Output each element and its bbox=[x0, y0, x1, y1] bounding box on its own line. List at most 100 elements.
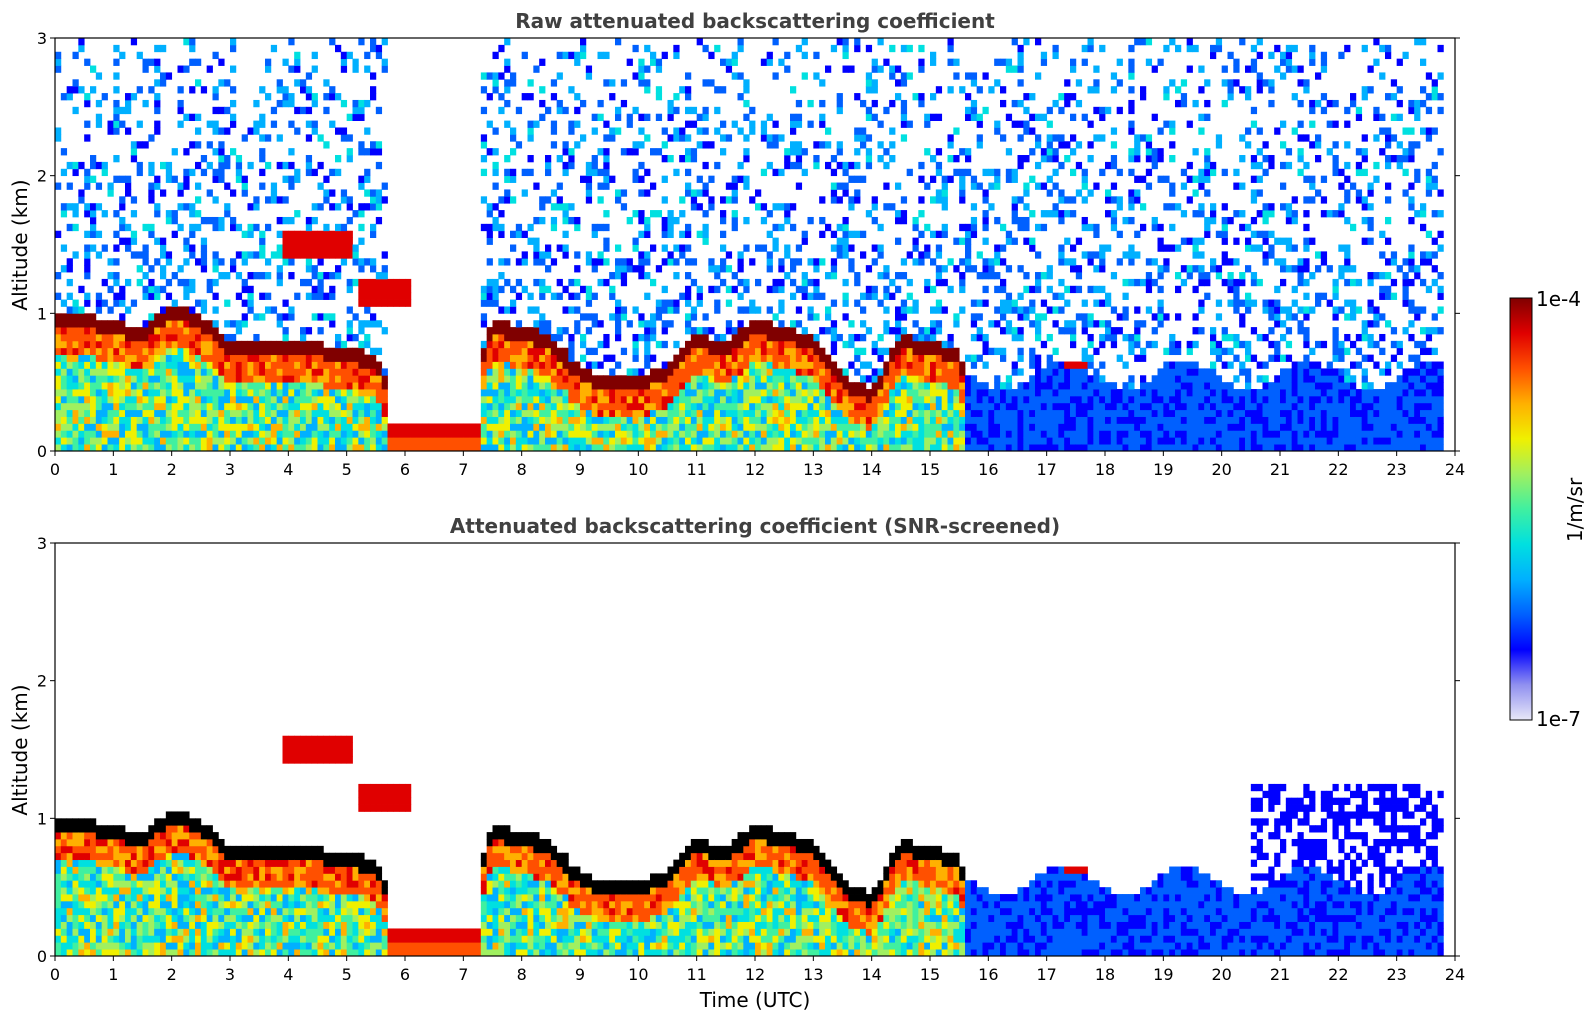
heatmap-cell bbox=[95, 389, 103, 397]
heatmap-cell bbox=[854, 368, 861, 376]
heatmap-cell bbox=[883, 306, 890, 314]
heatmap-cell bbox=[212, 306, 219, 314]
heatmap-cell bbox=[486, 430, 493, 438]
heatmap-cell bbox=[107, 423, 114, 431]
heatmap-cell bbox=[994, 272, 1001, 280]
heatmap-cell bbox=[212, 430, 219, 438]
heatmap-cell bbox=[101, 444, 108, 451]
heatmap-cell bbox=[346, 320, 353, 328]
heatmap-cell bbox=[661, 141, 668, 149]
heatmap-cell bbox=[171, 368, 178, 376]
heatmap-cell bbox=[568, 430, 575, 438]
heatmap-cell bbox=[1005, 265, 1013, 273]
heatmap-cell bbox=[976, 182, 983, 190]
heatmap-cell bbox=[370, 189, 377, 197]
heatmap-cell bbox=[935, 354, 943, 362]
heatmap-cell bbox=[370, 285, 377, 294]
heatmap-cell bbox=[527, 155, 534, 163]
heatmap-cell bbox=[276, 230, 283, 239]
heatmap-cell bbox=[597, 409, 604, 417]
heatmap-cell bbox=[492, 51, 499, 60]
heatmap-cell bbox=[924, 375, 931, 383]
heatmap-cell bbox=[504, 65, 511, 73]
heatmap-cell bbox=[463, 444, 470, 451]
heatmap-cell bbox=[294, 168, 301, 177]
heatmap-cell bbox=[755, 354, 762, 362]
heatmap-cell bbox=[305, 223, 313, 232]
heatmap-cell bbox=[154, 292, 161, 300]
heatmap-cell bbox=[171, 389, 178, 397]
heatmap-cell bbox=[224, 437, 231, 445]
heatmap-cell bbox=[1017, 402, 1024, 411]
heatmap-cell bbox=[323, 430, 330, 438]
heatmap-cell bbox=[352, 65, 359, 73]
heatmap-cell bbox=[620, 203, 628, 211]
heatmap-cell bbox=[900, 423, 908, 431]
heatmap-cell bbox=[1087, 430, 1094, 438]
heatmap-cell bbox=[836, 416, 843, 424]
heatmap-cell bbox=[171, 216, 178, 225]
heatmap-cell bbox=[276, 416, 283, 424]
heatmap-cell bbox=[580, 382, 587, 390]
heatmap-cell bbox=[877, 437, 884, 445]
heatmap-cell bbox=[685, 189, 692, 197]
heatmap-cell bbox=[959, 437, 966, 445]
heatmap-cell bbox=[1105, 333, 1112, 342]
heatmap-cell bbox=[1070, 375, 1077, 383]
heatmap-cell bbox=[498, 210, 505, 218]
heatmap-cell bbox=[1087, 340, 1094, 349]
heatmap-cell bbox=[72, 389, 79, 397]
heatmap-cell bbox=[235, 175, 243, 183]
heatmap-cell bbox=[1081, 251, 1088, 259]
heatmap-cell bbox=[200, 320, 208, 328]
heatmap-cell bbox=[603, 402, 610, 411]
heatmap-cell bbox=[737, 44, 744, 53]
heatmap-cell bbox=[1052, 389, 1059, 397]
heatmap-cell bbox=[650, 437, 657, 445]
heatmap-cell bbox=[930, 409, 937, 417]
heatmap-cell bbox=[1000, 223, 1007, 232]
heatmap-cell bbox=[177, 120, 184, 128]
heatmap-cell bbox=[696, 203, 703, 211]
heatmap-cell bbox=[335, 375, 342, 383]
heatmap-cell bbox=[632, 210, 639, 218]
heatmap-cell bbox=[609, 395, 616, 404]
heatmap-cell bbox=[177, 402, 184, 411]
heatmap-cell bbox=[1011, 327, 1018, 335]
heatmap-cell bbox=[1140, 320, 1147, 328]
heatmap-cell bbox=[375, 409, 383, 417]
heatmap-cell bbox=[836, 430, 843, 438]
heatmap-cell bbox=[148, 375, 155, 383]
heatmap-cell bbox=[1011, 437, 1018, 445]
heatmap-cell bbox=[1134, 340, 1141, 349]
heatmap-cell bbox=[130, 375, 138, 383]
heatmap-cell bbox=[1017, 134, 1024, 142]
heatmap-cell bbox=[883, 382, 890, 390]
heatmap-cell bbox=[276, 430, 283, 438]
heatmap-cell bbox=[148, 189, 155, 197]
heatmap-cell bbox=[760, 354, 768, 362]
heatmap-cell bbox=[504, 375, 511, 383]
heatmap-cell bbox=[1017, 382, 1024, 390]
heatmap-cell bbox=[101, 299, 108, 307]
heatmap-cell bbox=[358, 361, 365, 369]
heatmap-cell bbox=[790, 382, 797, 390]
heatmap-cell bbox=[550, 216, 558, 225]
heatmap-cell bbox=[673, 389, 680, 397]
heatmap-cell bbox=[655, 265, 663, 273]
heatmap-cell bbox=[364, 168, 371, 177]
heatmap-cell bbox=[1017, 368, 1024, 376]
heatmap-cell bbox=[206, 141, 213, 149]
heatmap-cell bbox=[900, 306, 908, 314]
heatmap-cell bbox=[1005, 382, 1013, 390]
heatmap-cell bbox=[545, 368, 552, 376]
heatmap-cell bbox=[784, 216, 791, 225]
heatmap-cell bbox=[690, 306, 698, 314]
heatmap-cell bbox=[375, 347, 383, 356]
heatmap-cell bbox=[305, 216, 313, 225]
heatmap-cell bbox=[801, 375, 808, 383]
heatmap-cell bbox=[55, 313, 62, 321]
heatmap-cell bbox=[947, 134, 954, 142]
heatmap-cell bbox=[480, 313, 488, 321]
heatmap-cell bbox=[1081, 299, 1088, 307]
